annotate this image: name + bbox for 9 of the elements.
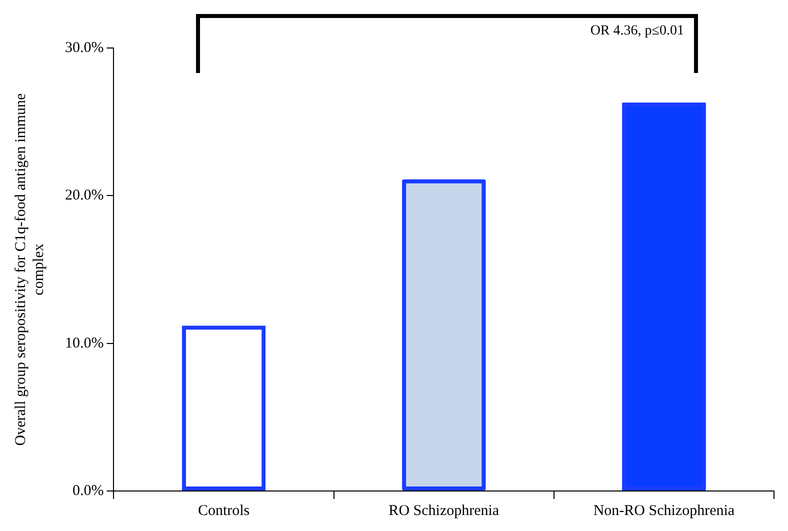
- text: OR 4.36, p≤0.01: [590, 24, 684, 39]
- x-tick-label: Non-RO Schizophrenia: [593, 502, 735, 519]
- y-tick-label: 0.0%: [72, 482, 104, 499]
- y-tick-label: 30.0%: [64, 40, 104, 56]
- x-tick-label: Controls: [198, 502, 250, 519]
- y-tick-label: 20.0%: [64, 188, 104, 204]
- y-tick-label: 10.0%: [64, 335, 104, 352]
- x-tick-label: RO Schizophrenia: [388, 502, 500, 519]
- y-axis-title: Overall group seropositivity for C1q-food antigen immune complex: [12, 92, 47, 446]
